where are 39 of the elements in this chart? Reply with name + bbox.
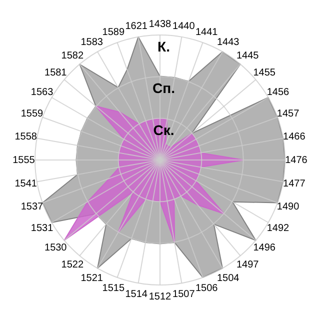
spoke-label: 1559	[20, 108, 44, 120]
spoke-label: 1506	[195, 283, 218, 294]
spoke-label: 1497	[236, 259, 260, 270]
spoke-label: 1445	[236, 50, 260, 62]
spoke-label: 1455	[253, 67, 276, 78]
spoke-label: 1515	[102, 283, 125, 294]
spoke-label: 1490	[276, 202, 300, 213]
spoke-label: 1477	[283, 178, 306, 190]
spoke-label: 1476	[285, 155, 308, 166]
spoke-label: 1530	[44, 242, 68, 254]
spoke-label: 1531	[30, 223, 54, 234]
spoke-label: 1492	[266, 223, 290, 234]
spoke-label: 1466	[283, 131, 306, 142]
text: Сп.	[152, 80, 175, 96]
spoke-label: 1440	[172, 20, 196, 32]
spoke-label: 1583	[80, 37, 104, 48]
spoke-label: 1496	[253, 242, 276, 254]
spoke-label: 1558	[14, 131, 38, 142]
spoke-label: 1541	[14, 178, 38, 190]
spoke-label: 1514	[125, 289, 148, 300]
spoke-label: 1537	[20, 202, 44, 213]
spoke-label: 1521	[80, 272, 104, 284]
spoke-label: 1507	[172, 289, 196, 300]
spoke-label: 1443	[217, 37, 240, 48]
spoke-label: 1621	[125, 20, 148, 32]
spoke-label: 1589	[102, 26, 125, 38]
spoke-label: 1555	[12, 155, 36, 166]
text: К.	[158, 38, 170, 54]
spoke-label: 1441	[195, 26, 218, 38]
spoke-label: 1563	[30, 86, 54, 98]
spoke-label: 1582	[61, 50, 84, 62]
spoke-label: 1581	[44, 67, 68, 78]
text: Ск.	[153, 122, 174, 138]
spoke-label: 1456	[266, 86, 290, 98]
spoke-label: 1522	[61, 259, 84, 270]
spoke-label: 1512	[148, 291, 172, 302]
spoke-label: 1504	[217, 272, 240, 284]
spoke-label: 1438	[148, 18, 172, 30]
spoke-label: 1457	[276, 108, 300, 120]
